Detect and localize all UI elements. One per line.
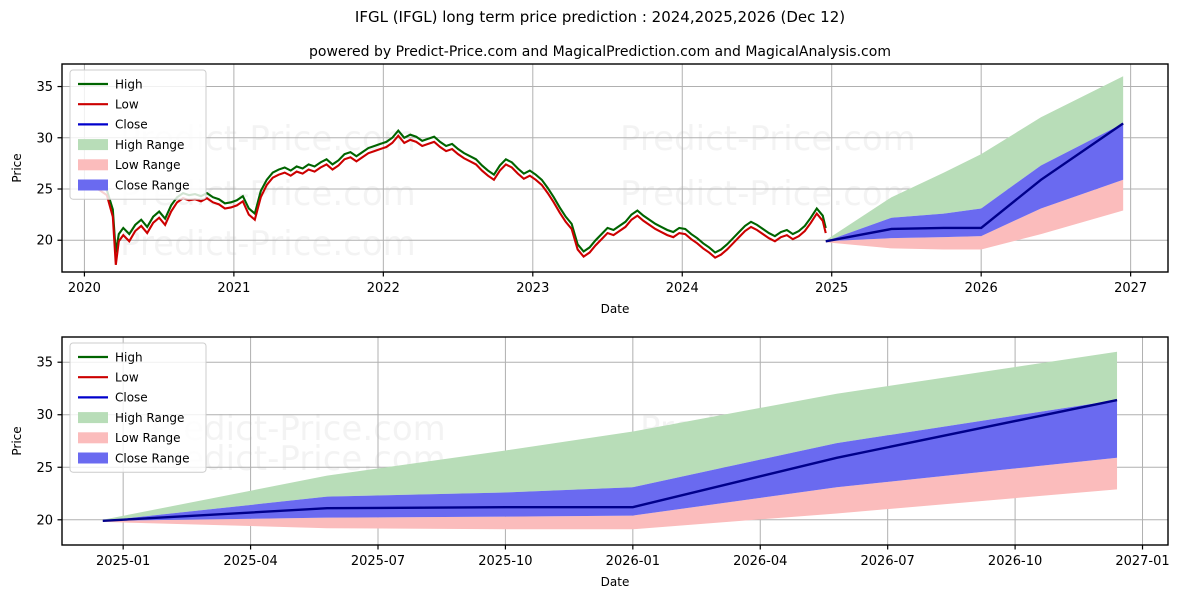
legend-label: Low xyxy=(115,98,139,112)
legend-label: High xyxy=(115,350,143,364)
x-tick-label: 2025-10 xyxy=(478,554,532,569)
x-tick-label: 2026 xyxy=(965,281,998,296)
y-tick-label: 35 xyxy=(36,80,53,95)
axes: 2020 2021 2022 2023 2024 2025 2026 202720253035… xyxy=(10,80,1147,316)
legend-label: High Range xyxy=(115,411,184,425)
x-tick-label: 2024 xyxy=(666,281,699,296)
y-tick-label: 20 xyxy=(36,234,53,249)
legend-label: Low Range xyxy=(115,158,180,172)
y-tick-label: 25 xyxy=(36,183,53,198)
x-tick-label: 2027-01 xyxy=(1115,554,1169,569)
x-tick-label: 2025 xyxy=(815,281,848,296)
legend-patch-swatch xyxy=(78,179,108,191)
legend-label: Low Range xyxy=(115,431,180,445)
page-title: IFGL (IFGL) long term price prediction :… xyxy=(354,8,846,26)
legend: High Low Close High Range Low Range Close Ran… xyxy=(69,342,207,473)
legend-patch-swatch xyxy=(78,412,108,424)
x-tick-label: 2025-01 xyxy=(96,554,150,569)
y-tick-label: 35 xyxy=(36,356,53,371)
legend-label: High xyxy=(115,77,143,91)
legend-label: Close xyxy=(115,118,148,132)
x-tick-label: 2021 xyxy=(217,281,250,296)
low-price-line xyxy=(84,134,827,265)
legend-patch-swatch xyxy=(78,432,108,444)
y-tick-label: 30 xyxy=(36,408,53,423)
low-range-band xyxy=(102,457,1118,530)
plot-frame xyxy=(61,63,1169,273)
watermark-text: Predict-Price.com xyxy=(120,224,416,264)
chart-panel-forecast-detail: Predict-Price.comPredict-Price.comPredic… xyxy=(10,336,1170,589)
high-range-band xyxy=(102,351,1118,521)
page-subtitle: powered by Predict-Price.com and Magical… xyxy=(309,44,891,60)
plot-area xyxy=(102,351,1118,530)
legend-label: Close Range xyxy=(115,178,190,192)
high-range-band xyxy=(825,76,1124,242)
x-axis-label: Date xyxy=(601,575,630,589)
y-tick-label: 25 xyxy=(36,461,53,476)
x-tick-label: 2027 xyxy=(1114,281,1147,296)
x-tick-label: 2023 xyxy=(516,281,549,296)
legend-patch-swatch xyxy=(78,452,108,464)
legend-label: Close xyxy=(115,391,148,405)
watermark-group: Predict-Price.com Predict-Price.com Predic… xyxy=(120,119,916,264)
chart-panel-overview: Predict-Price.com Predict-Price.com Predic… xyxy=(10,63,1169,316)
legend-label: High Range xyxy=(115,138,184,152)
y-axis-label: Price xyxy=(10,153,24,182)
legend: High Low Close High Range Low Range Close Ran… xyxy=(69,69,207,200)
axes: 2025-01 2025-04 2025-07 2025-10 2026-01 2026-… xyxy=(10,356,1170,589)
plot-area xyxy=(84,76,1124,265)
close-range-band xyxy=(825,123,1124,242)
y-tick-label: 20 xyxy=(36,513,53,528)
x-tick-label: 2025-07 xyxy=(351,554,405,569)
x-tick-label: 2026-07 xyxy=(861,554,915,569)
legend-patch-swatch xyxy=(78,159,108,171)
low-range-band xyxy=(825,179,1124,250)
y-axis-label: Price xyxy=(10,426,24,455)
x-tick-label: 2026-04 xyxy=(733,554,787,569)
watermark-text: Predict-Price.com xyxy=(620,174,916,214)
x-tick-label: 2025-04 xyxy=(223,554,277,569)
y-tick-label: 30 xyxy=(36,131,53,146)
watermark-text: Predict-Price.com xyxy=(620,119,916,159)
x-axis-label: Date xyxy=(601,302,630,316)
legend-patch-swatch xyxy=(78,139,108,151)
legend-label: Low xyxy=(115,371,139,385)
legend-label: Close Range xyxy=(115,451,190,465)
x-tick-label: 2026-01 xyxy=(606,554,660,569)
close-price-line xyxy=(102,398,1118,523)
x-tick-label: 2022 xyxy=(367,281,400,296)
x-tick-label: 2020 xyxy=(68,281,101,296)
close-price-line xyxy=(825,122,1124,243)
close-range-band xyxy=(102,400,1118,521)
plot-frame xyxy=(61,336,1169,546)
x-tick-label: 2026-10 xyxy=(988,554,1042,569)
